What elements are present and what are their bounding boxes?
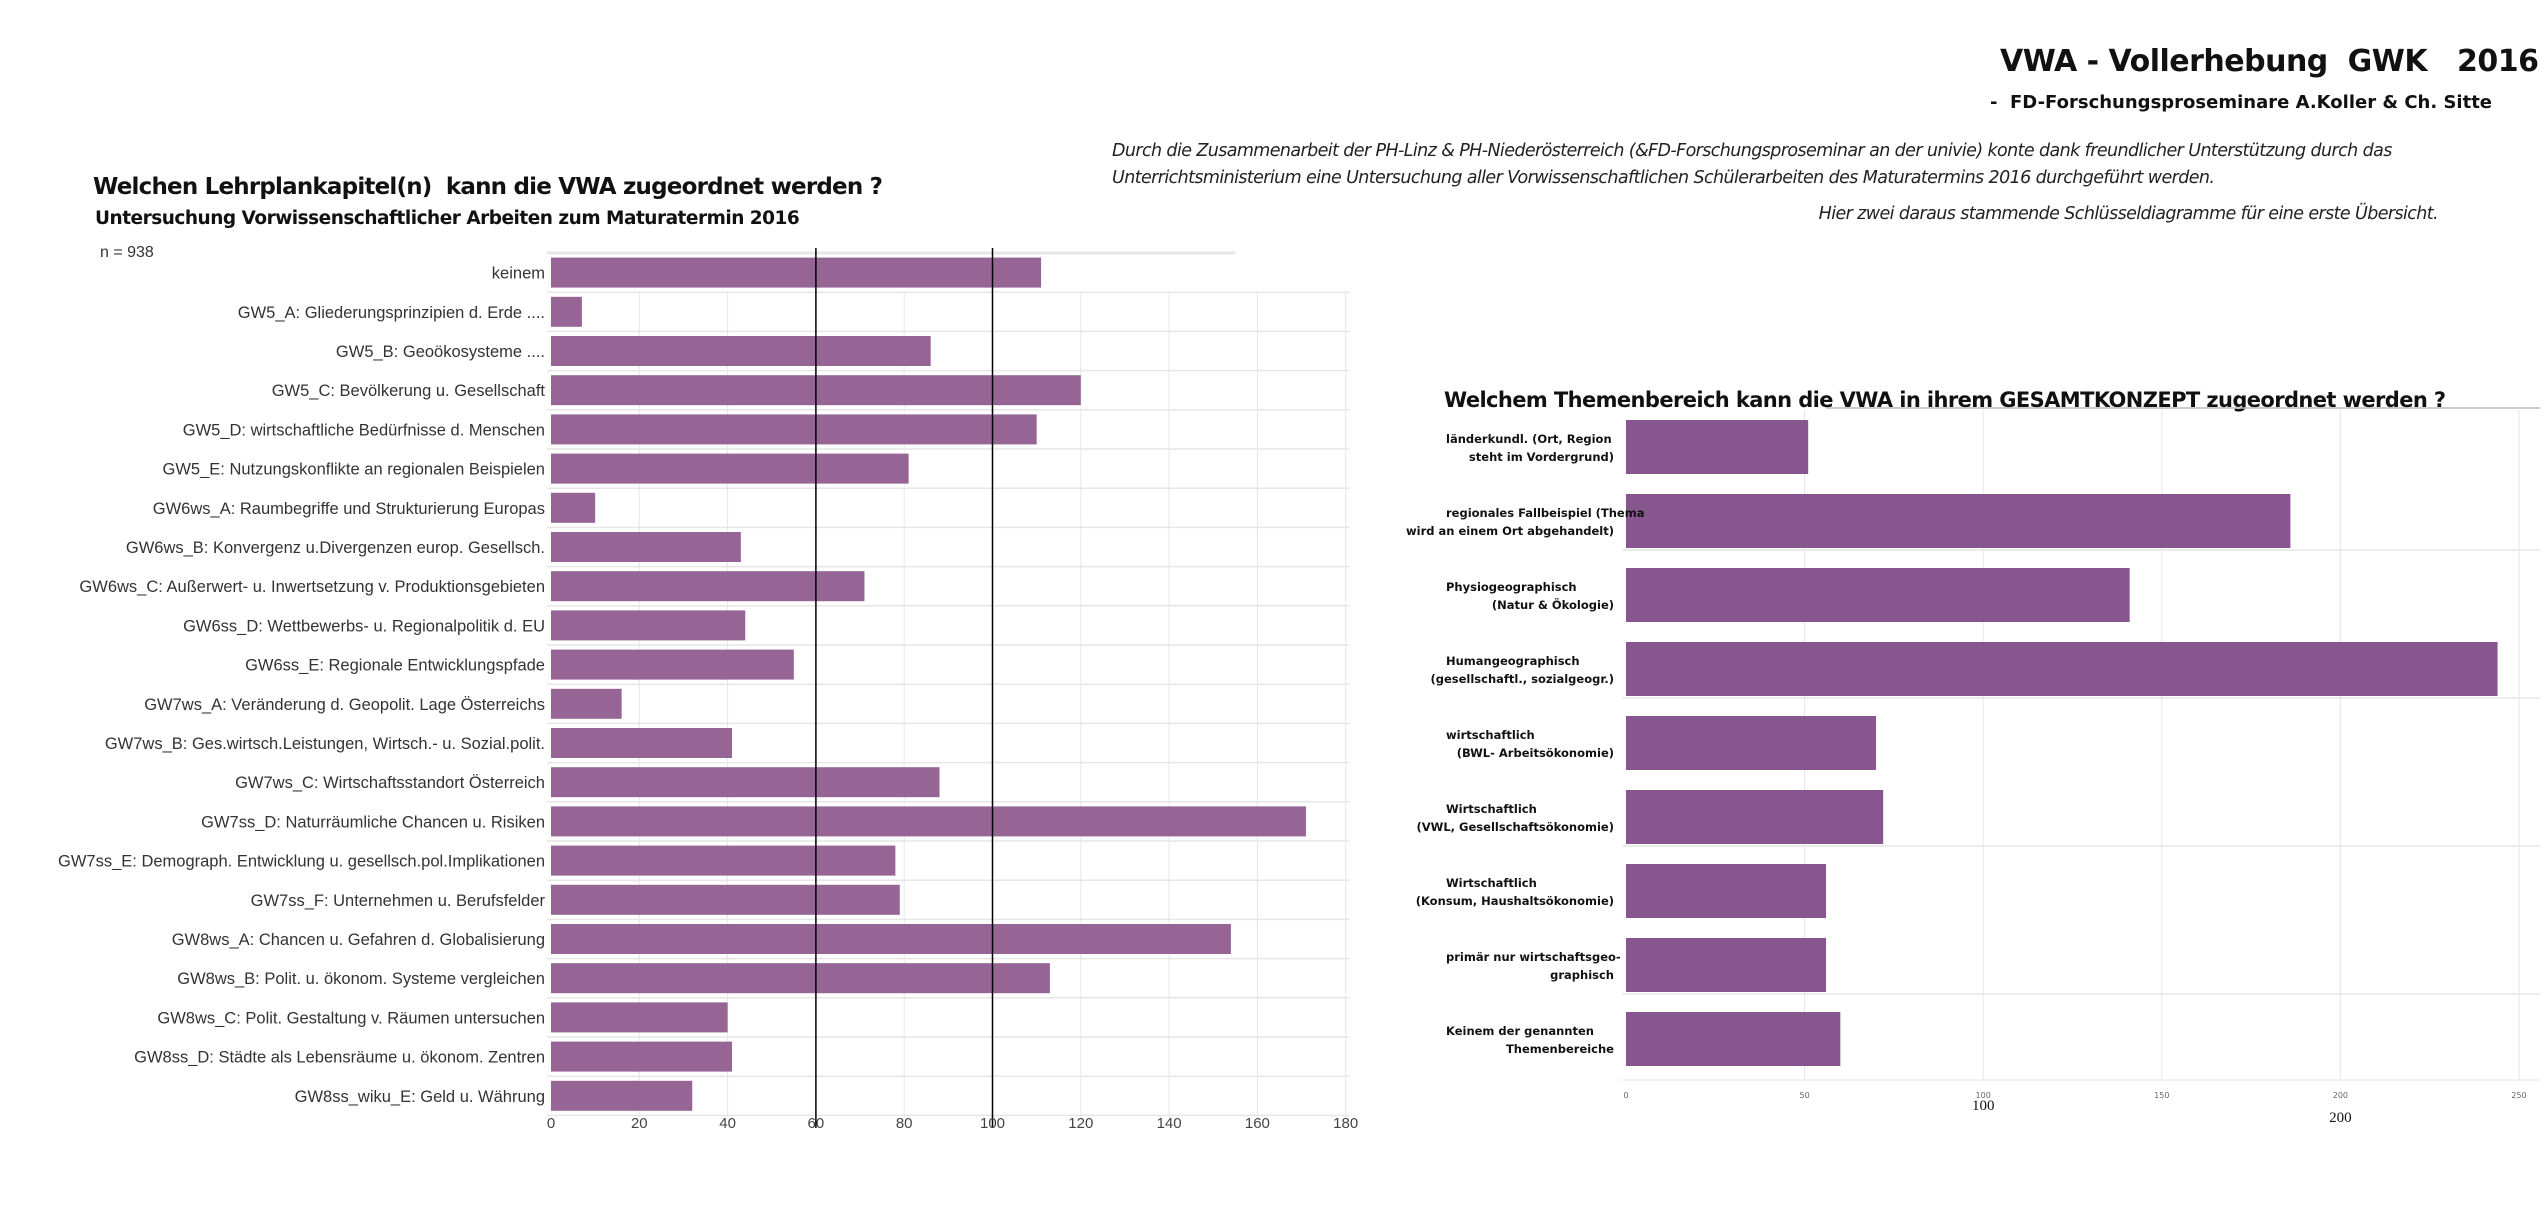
bar xyxy=(551,845,896,876)
category-label-line-1: Humangeographisch xyxy=(1446,654,1580,668)
bar xyxy=(1626,420,1809,474)
bar xyxy=(1626,568,2130,622)
bar xyxy=(1626,938,1827,992)
x-tick-label: 50 xyxy=(1800,1091,1810,1100)
bar xyxy=(1626,494,2291,548)
x-tick-label: 0 xyxy=(547,1115,555,1132)
bar xyxy=(551,649,794,680)
category-label-line-2: Themenbereiche xyxy=(1506,1042,1614,1056)
category-label: GW7ss_D: Naturräumliche Chancen u. Risik… xyxy=(201,813,545,831)
category-label: GW8ws_C: Polit. Gestaltung v. Räumen unt… xyxy=(157,1009,545,1027)
category-label: GW5_B: Geoökosysteme .... xyxy=(336,343,545,361)
category-label-line-1: Physiogeographisch xyxy=(1446,580,1577,594)
category-label: GW6ws_C: Außerwert- u. Inwertsetzung v. … xyxy=(79,578,545,596)
left-bar-chart: keinem GW5_A: Gliederungsprinzipien d. Er… xyxy=(58,248,1358,1132)
x-tick-label: 160 xyxy=(1245,1115,1270,1132)
category-label-line-1: primär nur wirtschaftsgeo- xyxy=(1446,950,1621,964)
category-label-line-1: wirtschaftlich xyxy=(1446,728,1535,742)
category-label: GW8ws_B: Polit. u. ökonom. Systeme vergl… xyxy=(177,970,545,988)
category-label: GW5_C: Bevölkerung u. Gesellschaft xyxy=(272,382,546,400)
category-label: GW5_E: Nutzungskonflikte an regionalen B… xyxy=(163,461,545,479)
x-tick-label: 250 xyxy=(2511,1091,2526,1100)
bar xyxy=(1626,716,1877,770)
x-tick-label: 40 xyxy=(719,1115,736,1132)
category-label-line-1: Wirtschaftlich xyxy=(1446,802,1537,816)
bar xyxy=(551,492,596,523)
bar xyxy=(1626,1012,1841,1066)
page-title: VWA - Vollerhebung GWK 2016 xyxy=(2000,44,2539,79)
bar xyxy=(551,1002,728,1033)
bar xyxy=(551,728,733,758)
bar xyxy=(1626,642,2498,696)
x-tick-label: 120 xyxy=(1068,1115,1093,1132)
x-tick-label-overlay: 200 xyxy=(2329,1110,2352,1126)
bar xyxy=(551,806,1306,837)
left-chart-title: Welchen Lehrplankapitel(n) kann die VWA … xyxy=(93,174,883,200)
category-label-line-2: (VWL, Gesellschaftsökonomie) xyxy=(1417,820,1614,834)
x-tick-label: 60 xyxy=(808,1115,825,1132)
x-tick-label: 80 xyxy=(896,1115,913,1132)
bar xyxy=(551,884,900,915)
bar xyxy=(551,767,940,798)
bar xyxy=(551,296,582,327)
bar xyxy=(551,336,931,366)
bar xyxy=(551,414,1037,445)
x-tick-label: 0 xyxy=(1623,1091,1628,1100)
category-label: GW7ws_C: Wirtschaftsstandort Österreich xyxy=(235,774,545,792)
category-label-line-1: länderkundl. (Ort, Region xyxy=(1446,432,1612,446)
x-tick-label: 200 xyxy=(2333,1091,2348,1100)
intro-text-line-1: Durch die Zusammenarbeit der PH-Linz & P… xyxy=(1112,141,2392,161)
right-bar-chart: länderkundl. (Ort, Region steht im Vorder… xyxy=(1406,407,2540,1126)
category-label-line-2: (gesellschaftl., sozialgeogr.) xyxy=(1430,672,1614,686)
category-label-line-2: (BWL- Arbeitsökonomie) xyxy=(1457,746,1614,760)
category-label-line-2: (Konsum, Haushaltsökonomie) xyxy=(1416,894,1614,908)
bar xyxy=(1626,864,1827,918)
category-label: GW6ws_B: Konvergenz u.Divergenzen europ.… xyxy=(126,539,545,557)
bar xyxy=(551,532,741,562)
category-label: GW5_D: wirtschaftliche Bedürfnisse d. Me… xyxy=(183,421,545,439)
category-label-line-2: (Natur & Ökologie) xyxy=(1492,597,1614,612)
x-tick-label: 20 xyxy=(631,1115,648,1132)
x-tick-label: 100 xyxy=(1976,1091,1991,1100)
intro-text-line-3: Hier zwei daraus stammende Schlüsseldiag… xyxy=(1818,204,2439,224)
category-label: GW8ss_wiku_E: Geld u. Währung xyxy=(295,1088,545,1106)
bar xyxy=(551,610,746,641)
category-label-line-1: regionales Fallbeispiel (Thema xyxy=(1446,506,1644,520)
bar xyxy=(551,571,865,602)
x-tick-label-overlay: 100 xyxy=(1972,1098,1995,1114)
bar xyxy=(551,924,1231,954)
x-tick-label: 150 xyxy=(2154,1091,2169,1100)
category-label-line-1: Wirtschaftlich xyxy=(1446,876,1537,890)
category-label: GW7ws_B: Ges.wirtsch.Leistungen, Wirtsch… xyxy=(105,735,545,753)
category-label: GW7ws_A: Veränderung d. Geopolit. Lage Ö… xyxy=(144,696,545,714)
category-label: GW8ws_A: Chancen u. Gefahren d. Globalis… xyxy=(172,931,545,949)
bar xyxy=(551,257,1042,288)
x-tick-label: 140 xyxy=(1157,1115,1182,1132)
intro-text-line-2: Unterrichtsministerium eine Untersuchung… xyxy=(1112,168,2215,188)
left-chart-subtitle: Untersuchung Vorwissenschaftlicher Arbei… xyxy=(95,208,800,229)
sample-size-label: n = 938 xyxy=(100,244,154,261)
bar xyxy=(551,688,622,719)
category-label: GW6ss_D: Wettbewerbs- u. Regionalpolitik… xyxy=(183,617,545,635)
x-tick-label: 180 xyxy=(1333,1115,1358,1132)
bar xyxy=(1626,790,1884,844)
category-label: GW8ss_D: Städte als Lebensräume u. ökono… xyxy=(134,1049,545,1067)
bar xyxy=(551,453,909,484)
x-tick-label: 100 xyxy=(980,1115,1005,1132)
category-label-line-2: steht im Vordergrund) xyxy=(1469,450,1614,464)
bar xyxy=(551,1041,733,1072)
bar xyxy=(551,1080,693,1111)
category-label-line-2: graphisch xyxy=(1550,968,1614,982)
category-label: GW6ws_A: Raumbegriffe und Strukturierung… xyxy=(153,500,545,518)
category-label: GW6ss_E: Regionale Entwicklungspfade xyxy=(245,657,545,675)
page-subtitle: - FD-Forschungsproseminare A.Koller & Ch… xyxy=(1990,92,2493,113)
category-label: GW7ss_E: Demograph. Entwicklung u. gesel… xyxy=(58,853,545,871)
category-label-line-2: wird an einem Ort abgehandelt) xyxy=(1406,524,1614,538)
category-label: GW5_A: Gliederungsprinzipien d. Erde ...… xyxy=(238,304,545,322)
category-label: keinem xyxy=(492,265,545,283)
category-label-line-1: Keinem der genannten xyxy=(1446,1024,1594,1038)
category-label: GW7ss_F: Unternehmen u. Berufsfelder xyxy=(251,892,546,910)
bar xyxy=(551,963,1050,994)
